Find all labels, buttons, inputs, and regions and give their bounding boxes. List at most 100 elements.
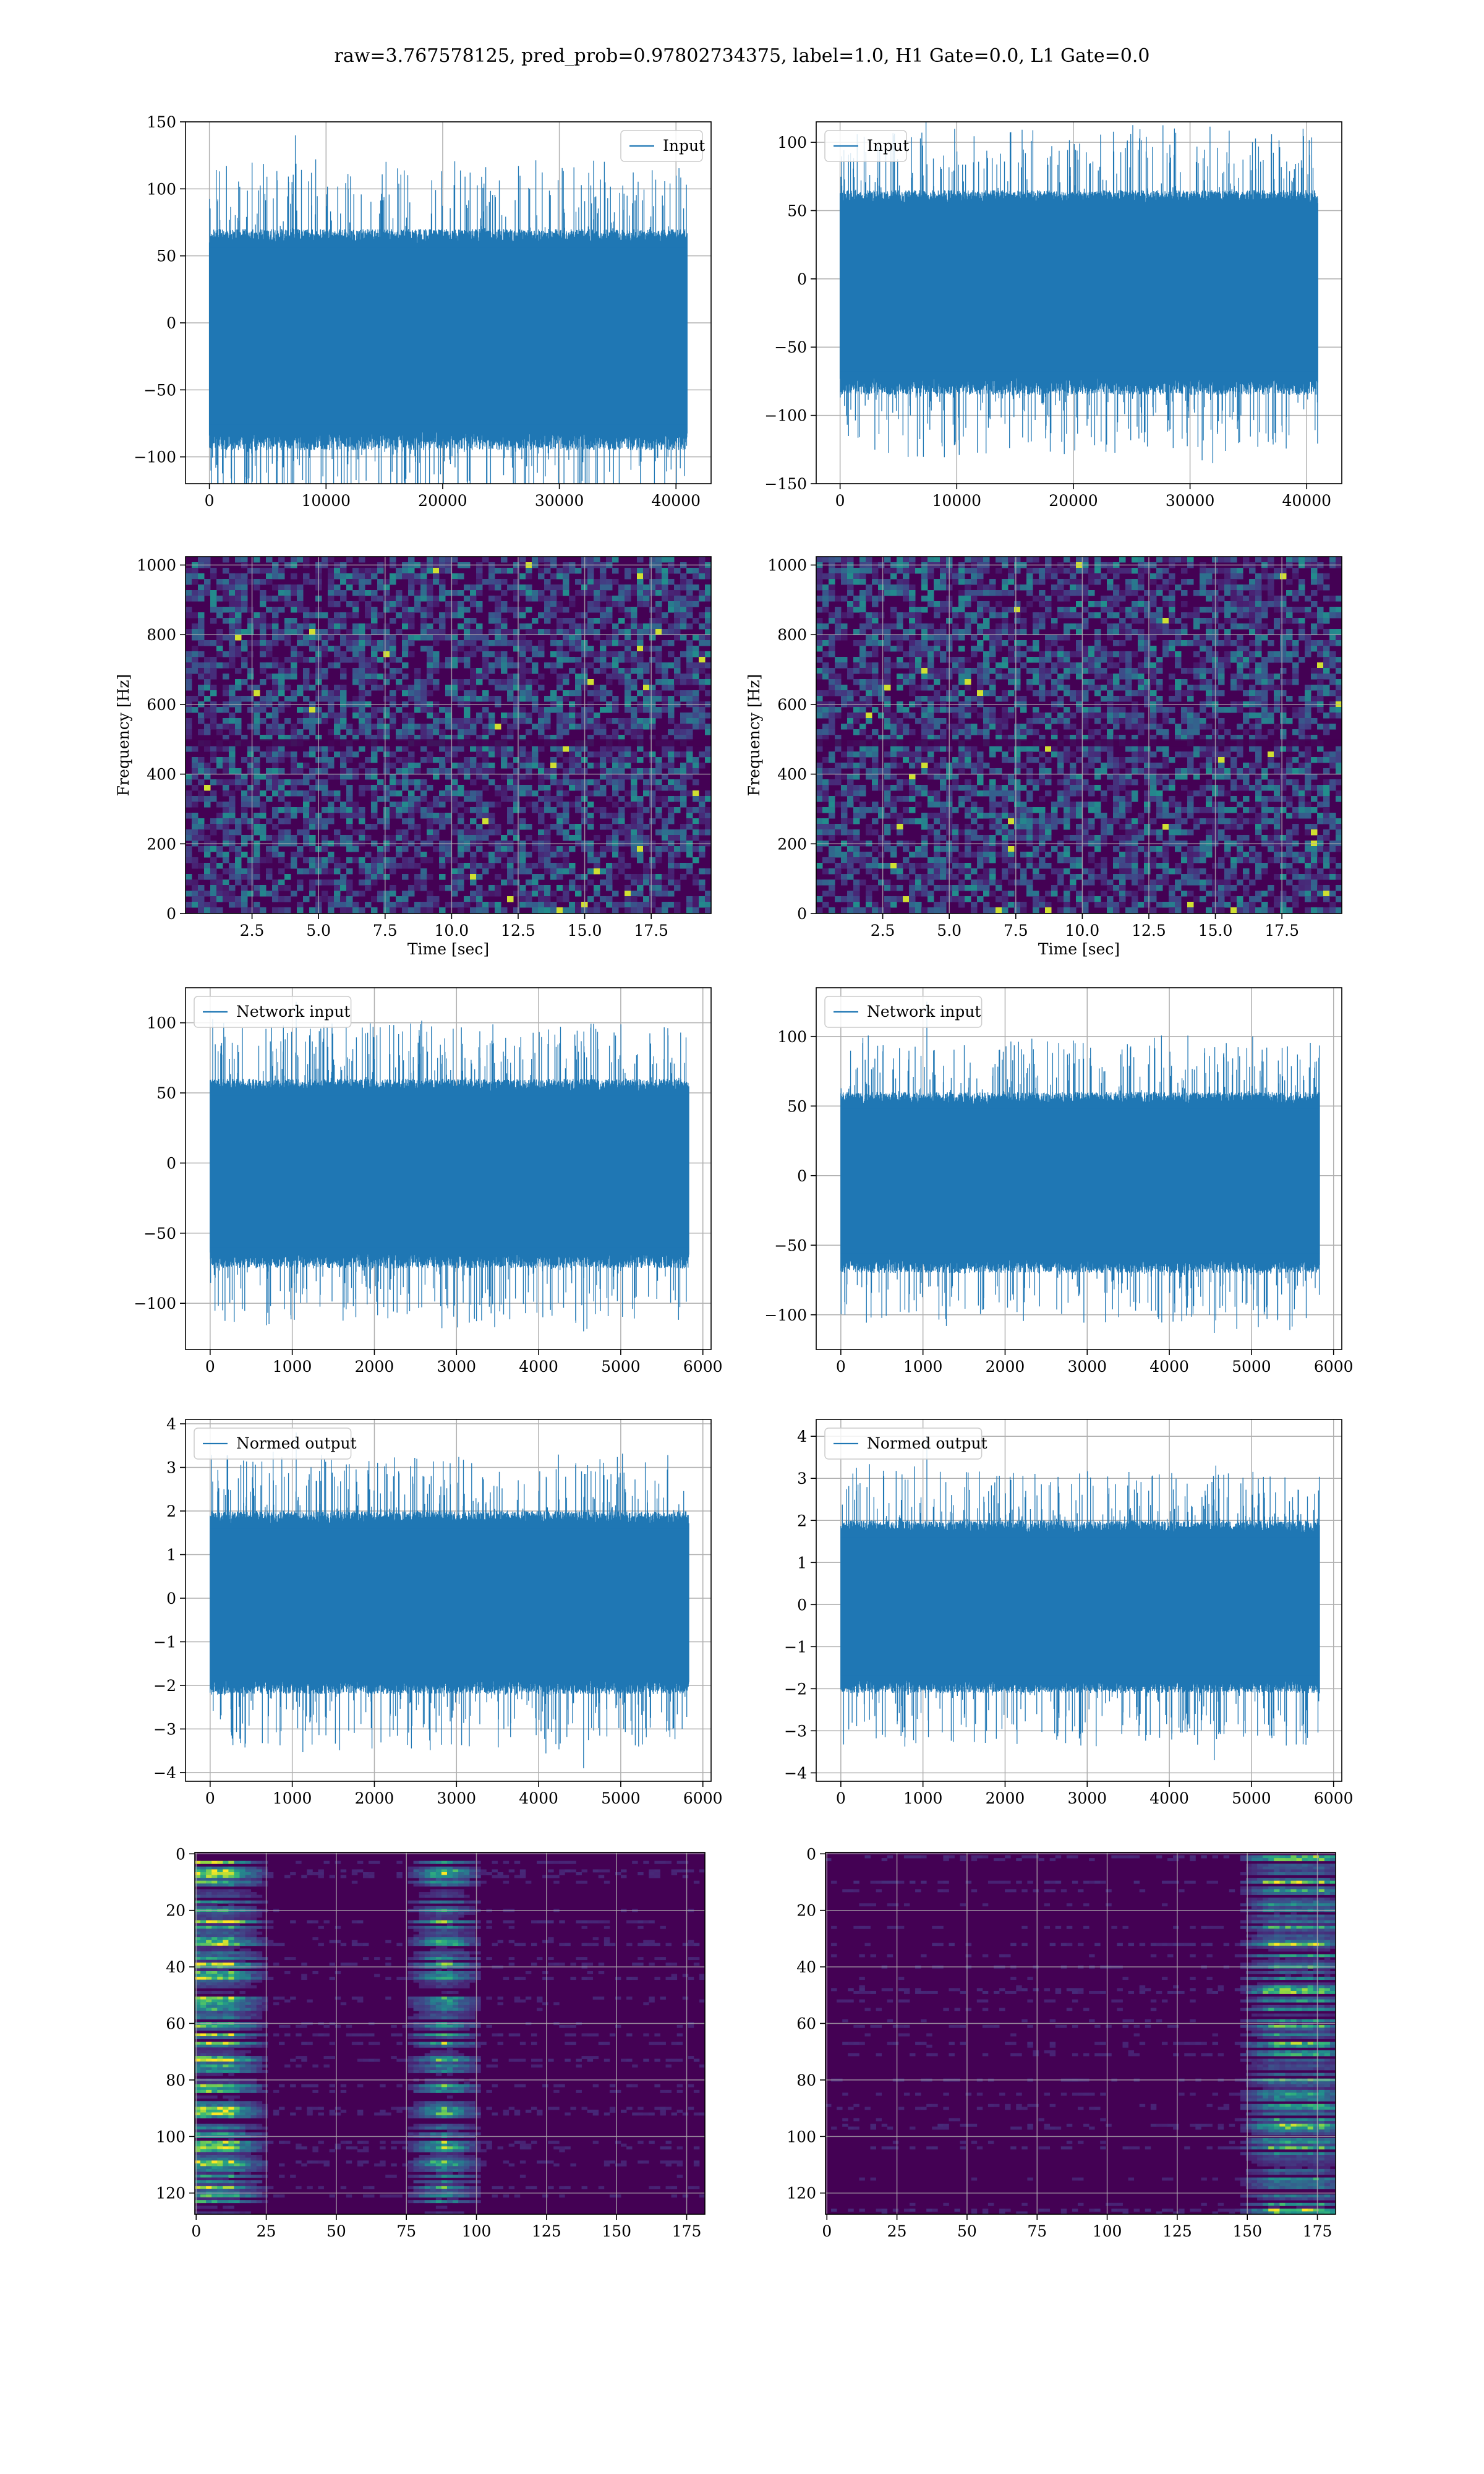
spectrogram-cell [816,635,823,641]
spectrogram-cell [1094,601,1101,607]
spectrogram-cell [829,640,835,646]
spectrogram-cell [699,763,706,769]
spectrogram-cell [829,596,835,602]
spectrogram-cell [458,746,464,752]
spectrogram-cell [556,874,563,880]
spectrogram-cell [396,779,403,785]
spectrogram-cell [476,902,483,908]
spectrogram-cell [223,718,229,724]
spectrogram-cell [680,796,687,802]
spectrogram-cell [655,779,662,785]
spectrogram-cell [359,863,365,869]
spectrogram-cell [433,579,440,585]
spectrogram-cell [606,863,613,869]
spectrogram-cell [464,629,471,635]
spectrogram-cell [519,824,526,830]
spectrogram-cell [352,846,359,852]
spectrogram-cell [526,657,532,663]
spectrogram-cell [829,573,835,580]
spectrogram-cell [1181,679,1188,685]
spectrogram-cell [1175,629,1182,635]
spectrogram-cell [204,785,211,791]
spectrogram-cell [254,785,260,791]
spectrogram-cell [408,824,415,830]
spectrogram-cell [247,863,254,869]
spectrogram-cell [192,835,198,841]
spectrogram-cell [594,863,600,869]
spectrogram-cell [328,818,335,824]
spectrogram-cell [569,846,576,852]
spectrogram-cell [266,835,273,841]
spectrogram-cell [1193,640,1200,646]
spectrogram-cell [680,779,687,785]
spectrogram-cell [859,662,866,669]
spectrogram-cell [680,874,687,880]
spectrogram-cell [297,657,304,663]
spectrogram-cell [1249,668,1256,674]
spectrogram-cell [996,568,1002,574]
spectrogram-cell [816,690,823,696]
spectrogram-cell [909,690,916,696]
spectrogram-cell [186,674,192,680]
spectrogram-cell [420,623,427,630]
spectrogram-cell [674,785,681,791]
spectrogram-cell [662,674,668,680]
spectrogram-cell [488,629,495,635]
spectrogram-cell [1094,635,1101,641]
spectrogram-cell [575,824,582,830]
spectrogram-cell [1317,612,1324,618]
spectrogram-cell [569,618,576,624]
spectrogram-cell [680,573,687,580]
spectrogram-cell [1218,596,1225,602]
spectrogram-cell [538,590,545,596]
spectrogram-cell [1181,590,1188,596]
spectrogram-cell [1311,629,1318,635]
spectrogram-cell [631,685,638,691]
spectrogram-cell [668,579,675,585]
spectrogram-cell [1336,657,1342,663]
spectrogram-cell [1323,690,1330,696]
spectrogram-cell [977,713,984,719]
spectrogram-cell [433,896,440,902]
spectrogram-cell [680,690,687,696]
spectrogram-cell [272,596,279,602]
spectrogram-cell [1150,623,1157,630]
spectrogram-cell [1113,685,1120,691]
spectrogram-cell [1305,690,1311,696]
spectrogram-cell [464,713,471,719]
spectrogram-cell [594,601,600,607]
spectrogram-cell [965,596,971,602]
spectrogram-cell [365,902,372,908]
spectrogram-cell [297,685,304,691]
spectrogram-cell [340,902,347,908]
spectrogram-cell [396,790,403,797]
spectrogram-cell [575,785,582,791]
spectrogram-cell [544,907,551,914]
spectrogram-cell [396,707,403,713]
spectrogram-cell [816,584,823,591]
spectrogram-cell [247,696,254,702]
spectrogram-cell [1280,596,1287,602]
spectrogram-cell [216,607,223,613]
spectrogram-cell [1311,557,1318,563]
spectrogram-cell [223,779,229,785]
spectrogram-cell [470,829,477,836]
spectrogram-cell [1094,674,1101,680]
spectrogram-cell [965,623,971,630]
spectrogram-cell [532,707,539,713]
spectrogram-cell [303,724,310,730]
spectrogram-cell [1237,568,1243,574]
spectrogram-cell [526,768,532,774]
spectrogram-cell [334,863,341,869]
spectrogram-cell [198,846,205,852]
spectrogram-cell [637,596,644,602]
spectrogram-cell [705,607,711,613]
spectrogram-cell [1094,662,1101,669]
spectrogram-cell [921,707,928,713]
spectrogram-cell [507,763,514,769]
spectrogram-cell [915,612,922,618]
spectrogram-cell [254,829,260,836]
spectrogram-cell [235,824,242,830]
spectrogram-cell [247,724,254,730]
spectrogram-cell [266,724,273,730]
